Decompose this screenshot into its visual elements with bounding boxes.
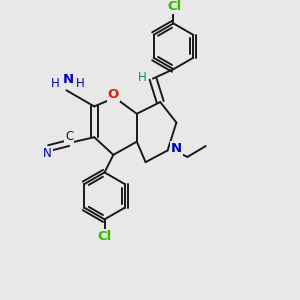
Text: H: H: [51, 77, 60, 90]
Text: N: N: [171, 142, 182, 154]
Text: H: H: [137, 71, 146, 85]
Text: Cl: Cl: [168, 0, 182, 13]
Text: Cl: Cl: [98, 230, 112, 243]
Text: C: C: [65, 130, 73, 143]
Text: O: O: [108, 88, 119, 101]
Text: N: N: [62, 73, 74, 86]
Text: N: N: [43, 147, 52, 160]
Text: H: H: [76, 77, 85, 90]
